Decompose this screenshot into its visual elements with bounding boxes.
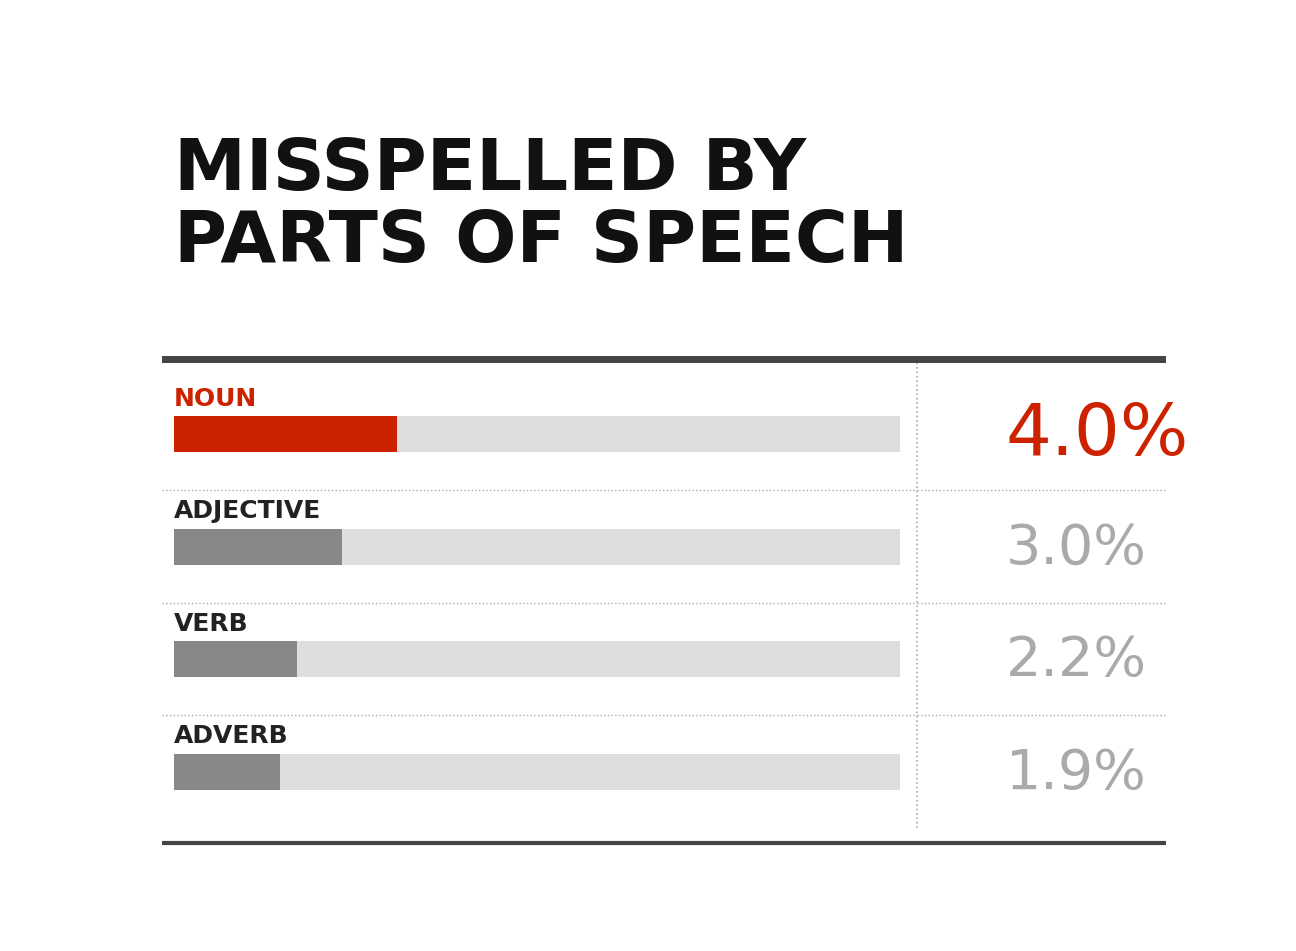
- Bar: [174, 416, 901, 452]
- Text: ADVERB: ADVERB: [174, 725, 289, 748]
- Text: 1.9%: 1.9%: [1006, 747, 1147, 801]
- Text: 2.2%: 2.2%: [1006, 634, 1147, 688]
- Bar: [174, 754, 901, 789]
- Bar: [174, 529, 342, 565]
- Text: 4.0%: 4.0%: [1006, 401, 1188, 471]
- Text: MISSPELLED BY
PARTS OF SPEECH: MISSPELLED BY PARTS OF SPEECH: [174, 136, 908, 277]
- Bar: [174, 641, 297, 677]
- Bar: [174, 416, 398, 452]
- Text: ADJECTIVE: ADJECTIVE: [174, 499, 321, 523]
- Text: VERB: VERB: [174, 611, 249, 635]
- Text: NOUN: NOUN: [174, 386, 258, 411]
- Text: 3.0%: 3.0%: [1006, 521, 1147, 575]
- Bar: [174, 529, 901, 565]
- Bar: [174, 754, 280, 789]
- Bar: [174, 641, 901, 677]
